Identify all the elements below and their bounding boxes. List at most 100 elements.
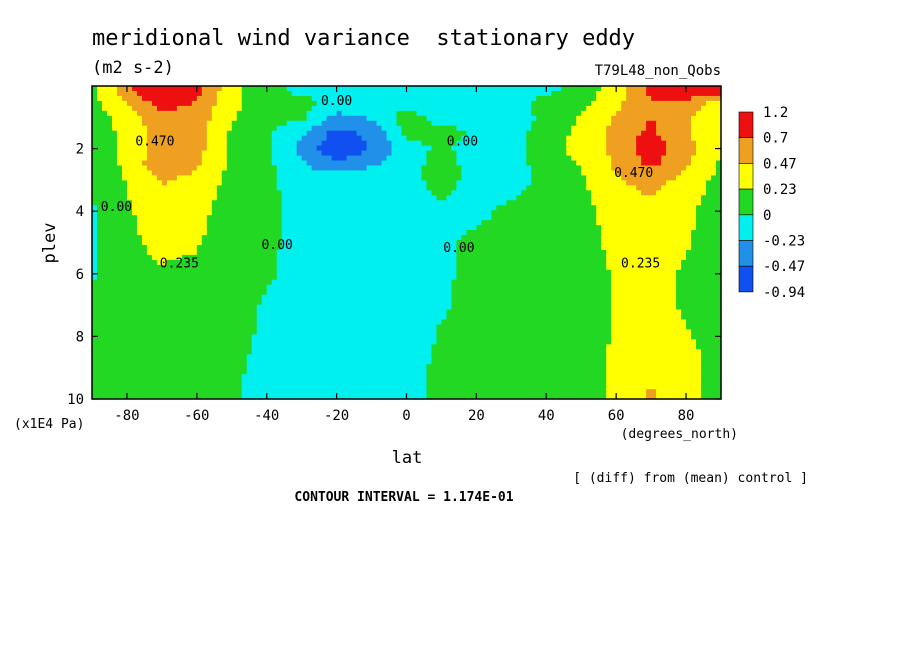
field-cell xyxy=(221,205,228,211)
field-cell xyxy=(596,100,602,107)
field-cell xyxy=(276,125,283,132)
field-cell xyxy=(656,230,662,236)
field-cell xyxy=(406,235,413,241)
field-cell xyxy=(386,279,393,286)
field-cell xyxy=(301,195,308,201)
field-cell xyxy=(311,115,318,122)
field-cell xyxy=(676,254,682,261)
field-cell xyxy=(586,269,592,276)
field-cell xyxy=(541,180,547,186)
field-cell xyxy=(321,140,328,147)
field-cell xyxy=(221,110,228,117)
field-cell xyxy=(466,190,472,196)
field-cell xyxy=(241,249,248,256)
field-cell xyxy=(686,180,692,186)
field-cell xyxy=(251,215,258,221)
field-cell xyxy=(446,180,453,186)
field-cell xyxy=(111,180,118,186)
field-cell xyxy=(681,165,687,172)
field-cell xyxy=(96,244,103,251)
field-cell xyxy=(696,225,702,231)
field-cell xyxy=(326,180,333,186)
field-cell xyxy=(266,95,273,102)
field-cell xyxy=(146,254,153,261)
field-cell xyxy=(626,185,632,191)
field-cell xyxy=(711,140,717,147)
field-cell xyxy=(381,180,388,186)
field-cell xyxy=(651,165,657,172)
field-cell xyxy=(246,240,253,246)
field-cell xyxy=(566,230,572,236)
field-cell xyxy=(326,160,333,167)
field-cell xyxy=(441,120,448,127)
field-cell xyxy=(511,175,517,181)
field-cell xyxy=(431,249,438,256)
field-cell xyxy=(526,225,532,231)
field-cell xyxy=(596,215,602,221)
field-cell xyxy=(516,274,522,281)
field-cell xyxy=(166,165,173,172)
field-cell xyxy=(666,225,672,231)
field-cell xyxy=(291,190,298,196)
field-cell xyxy=(261,140,268,147)
field-cell xyxy=(301,185,308,191)
field-cell xyxy=(396,155,403,162)
field-cell xyxy=(151,195,158,201)
field-cell xyxy=(356,90,363,97)
field-cell xyxy=(276,215,283,221)
field-cell xyxy=(541,90,547,97)
field-cell xyxy=(476,254,482,261)
field-cell xyxy=(126,269,133,276)
field-cell xyxy=(681,125,687,132)
field-cell xyxy=(261,160,268,167)
field-cell xyxy=(261,135,268,142)
field-cell xyxy=(106,230,113,236)
field-cell xyxy=(246,150,253,157)
field-cell xyxy=(306,125,313,132)
field-cell xyxy=(461,150,467,157)
field-cell xyxy=(601,175,607,181)
field-cell xyxy=(326,269,333,276)
field-cell xyxy=(571,244,577,251)
field-cell xyxy=(616,254,622,261)
field-cell xyxy=(606,105,612,112)
field-cell xyxy=(546,269,552,276)
field-cell xyxy=(271,190,278,196)
field-cell xyxy=(561,155,567,162)
field-cell xyxy=(586,210,592,216)
field-cell xyxy=(686,274,692,281)
field-cell xyxy=(221,215,228,221)
field-cell xyxy=(596,110,602,117)
field-cell xyxy=(401,95,408,102)
field-cell xyxy=(391,110,398,117)
field-cell xyxy=(291,86,298,92)
field-cell xyxy=(551,115,557,122)
field-cell xyxy=(286,120,293,127)
field-cell xyxy=(506,274,512,281)
field-cell xyxy=(546,165,552,172)
field-cell xyxy=(556,254,562,261)
field-cell xyxy=(566,170,572,177)
field-cell xyxy=(421,100,428,107)
field-cell xyxy=(211,230,218,236)
field-cell xyxy=(281,244,288,251)
field-cell xyxy=(321,175,328,181)
field-cell xyxy=(666,90,672,97)
field-cell xyxy=(461,110,467,117)
field-cell xyxy=(341,215,348,221)
field-cell xyxy=(186,279,193,286)
field-cell xyxy=(92,279,98,286)
field-cell xyxy=(156,210,163,216)
field-cell xyxy=(581,135,587,142)
field-cell xyxy=(506,244,512,251)
field-cell xyxy=(491,155,497,162)
field-cell xyxy=(501,254,507,261)
field-cell xyxy=(311,200,318,206)
field-cell xyxy=(241,155,248,162)
field-cell xyxy=(526,254,532,261)
field-cell xyxy=(681,230,687,236)
field-cell xyxy=(426,135,433,142)
field-cell xyxy=(231,160,238,167)
field-cell xyxy=(381,249,388,256)
field-cell xyxy=(401,115,408,122)
